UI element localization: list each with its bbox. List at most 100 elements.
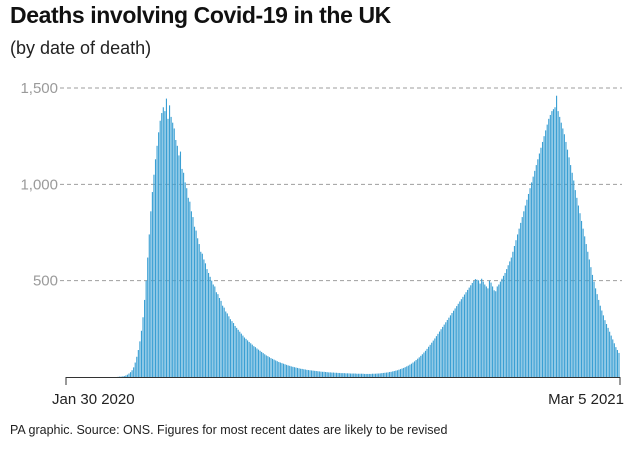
bar-298: [531, 182, 533, 377]
bar-243: [445, 322, 447, 377]
bar-264: [477, 280, 480, 377]
bar-62: [162, 107, 164, 378]
bar-339: [595, 288, 597, 377]
bar-291: [520, 222, 522, 377]
bar-178: [343, 373, 345, 377]
bar-237: [435, 336, 437, 377]
bar-322: [568, 157, 570, 377]
bar-188: [359, 373, 361, 377]
bar-124: [259, 350, 261, 377]
bar-89: [204, 263, 207, 377]
bar-227: [420, 355, 422, 377]
bar-106: [231, 321, 233, 377]
bar-258: [468, 287, 470, 377]
bar-328: [577, 205, 579, 377]
bar-177: [342, 373, 344, 377]
bar-253: [460, 299, 462, 377]
bar-181: [348, 373, 350, 377]
bar-161: [317, 371, 319, 377]
y-tick-label-1500: 1,500: [20, 80, 58, 97]
bar-307: [545, 130, 547, 377]
bar-338: [593, 281, 595, 377]
bar-196: [371, 373, 373, 377]
bar-222: [412, 362, 414, 377]
bar-241: [442, 326, 444, 377]
bar-271: [488, 280, 491, 377]
bar-59: [158, 132, 160, 377]
bar-349: [610, 335, 612, 377]
bar-198: [374, 373, 377, 377]
bar-63: [164, 111, 166, 378]
bar-288: [515, 240, 517, 377]
bar-193: [367, 373, 369, 377]
bar-207: [389, 371, 391, 377]
bar-56: [153, 174, 155, 377]
bar-326: [574, 190, 576, 377]
bar-190: [362, 373, 364, 377]
bar-257: [467, 289, 469, 377]
bar-99: [220, 300, 222, 377]
bar-158: [312, 370, 314, 377]
bar-65: [167, 118, 169, 377]
bar-197: [373, 373, 375, 377]
bar-184: [353, 373, 355, 377]
bar-45: [136, 356, 138, 377]
bar-244: [446, 319, 448, 377]
bar-157: [311, 370, 313, 377]
bar-249: [454, 308, 456, 377]
bar-290: [518, 228, 520, 377]
bar-345: [604, 320, 606, 377]
bar-245: [448, 317, 450, 377]
bar-262: [474, 279, 476, 377]
bar-48: [140, 330, 143, 377]
bar-86: [200, 251, 202, 377]
bar-219: [407, 365, 409, 377]
bar-74: [181, 168, 183, 377]
bar-200: [378, 373, 380, 377]
bar-293: [523, 211, 525, 377]
bar-146: [293, 367, 295, 377]
bar-325: [573, 180, 575, 377]
bar-47: [139, 341, 141, 377]
bar-118: [250, 343, 252, 377]
bar-309: [548, 118, 550, 377]
y-tick-label-500: 500: [33, 273, 58, 290]
bar-236: [434, 338, 436, 377]
bar-112: [240, 333, 242, 377]
bar-331: [582, 228, 584, 377]
bar-336: [590, 267, 592, 377]
bar-122: [256, 348, 258, 377]
bar-195: [370, 373, 372, 377]
bar-187: [357, 373, 359, 377]
bar-94: [212, 284, 214, 377]
bar-152: [303, 369, 305, 377]
bar-83: [195, 230, 197, 377]
bar-141: [286, 364, 288, 377]
bar-169: [329, 372, 331, 377]
bar-75: [183, 172, 185, 377]
bar-111: [239, 331, 241, 377]
bar-67: [170, 116, 172, 378]
bar-330: [580, 220, 583, 377]
bar-221: [410, 363, 412, 377]
bar-96: [215, 292, 217, 377]
bar-201: [379, 373, 381, 377]
bar-173: [335, 372, 338, 377]
bar-308: [546, 124, 548, 377]
bar-148: [296, 367, 299, 377]
bar-213: [398, 369, 400, 377]
bar-352: [615, 347, 617, 377]
bar-214: [399, 369, 402, 377]
bar-55: [151, 192, 153, 377]
bar-272: [490, 282, 492, 377]
bar-52: [147, 257, 149, 377]
bar-335: [588, 259, 590, 377]
bar-50: [144, 299, 146, 377]
bar-344: [602, 315, 604, 377]
bar-292: [521, 217, 523, 377]
bar-324: [571, 172, 573, 377]
bar-310: [549, 114, 551, 377]
bar-44: [134, 362, 136, 377]
bar-159: [314, 370, 316, 377]
